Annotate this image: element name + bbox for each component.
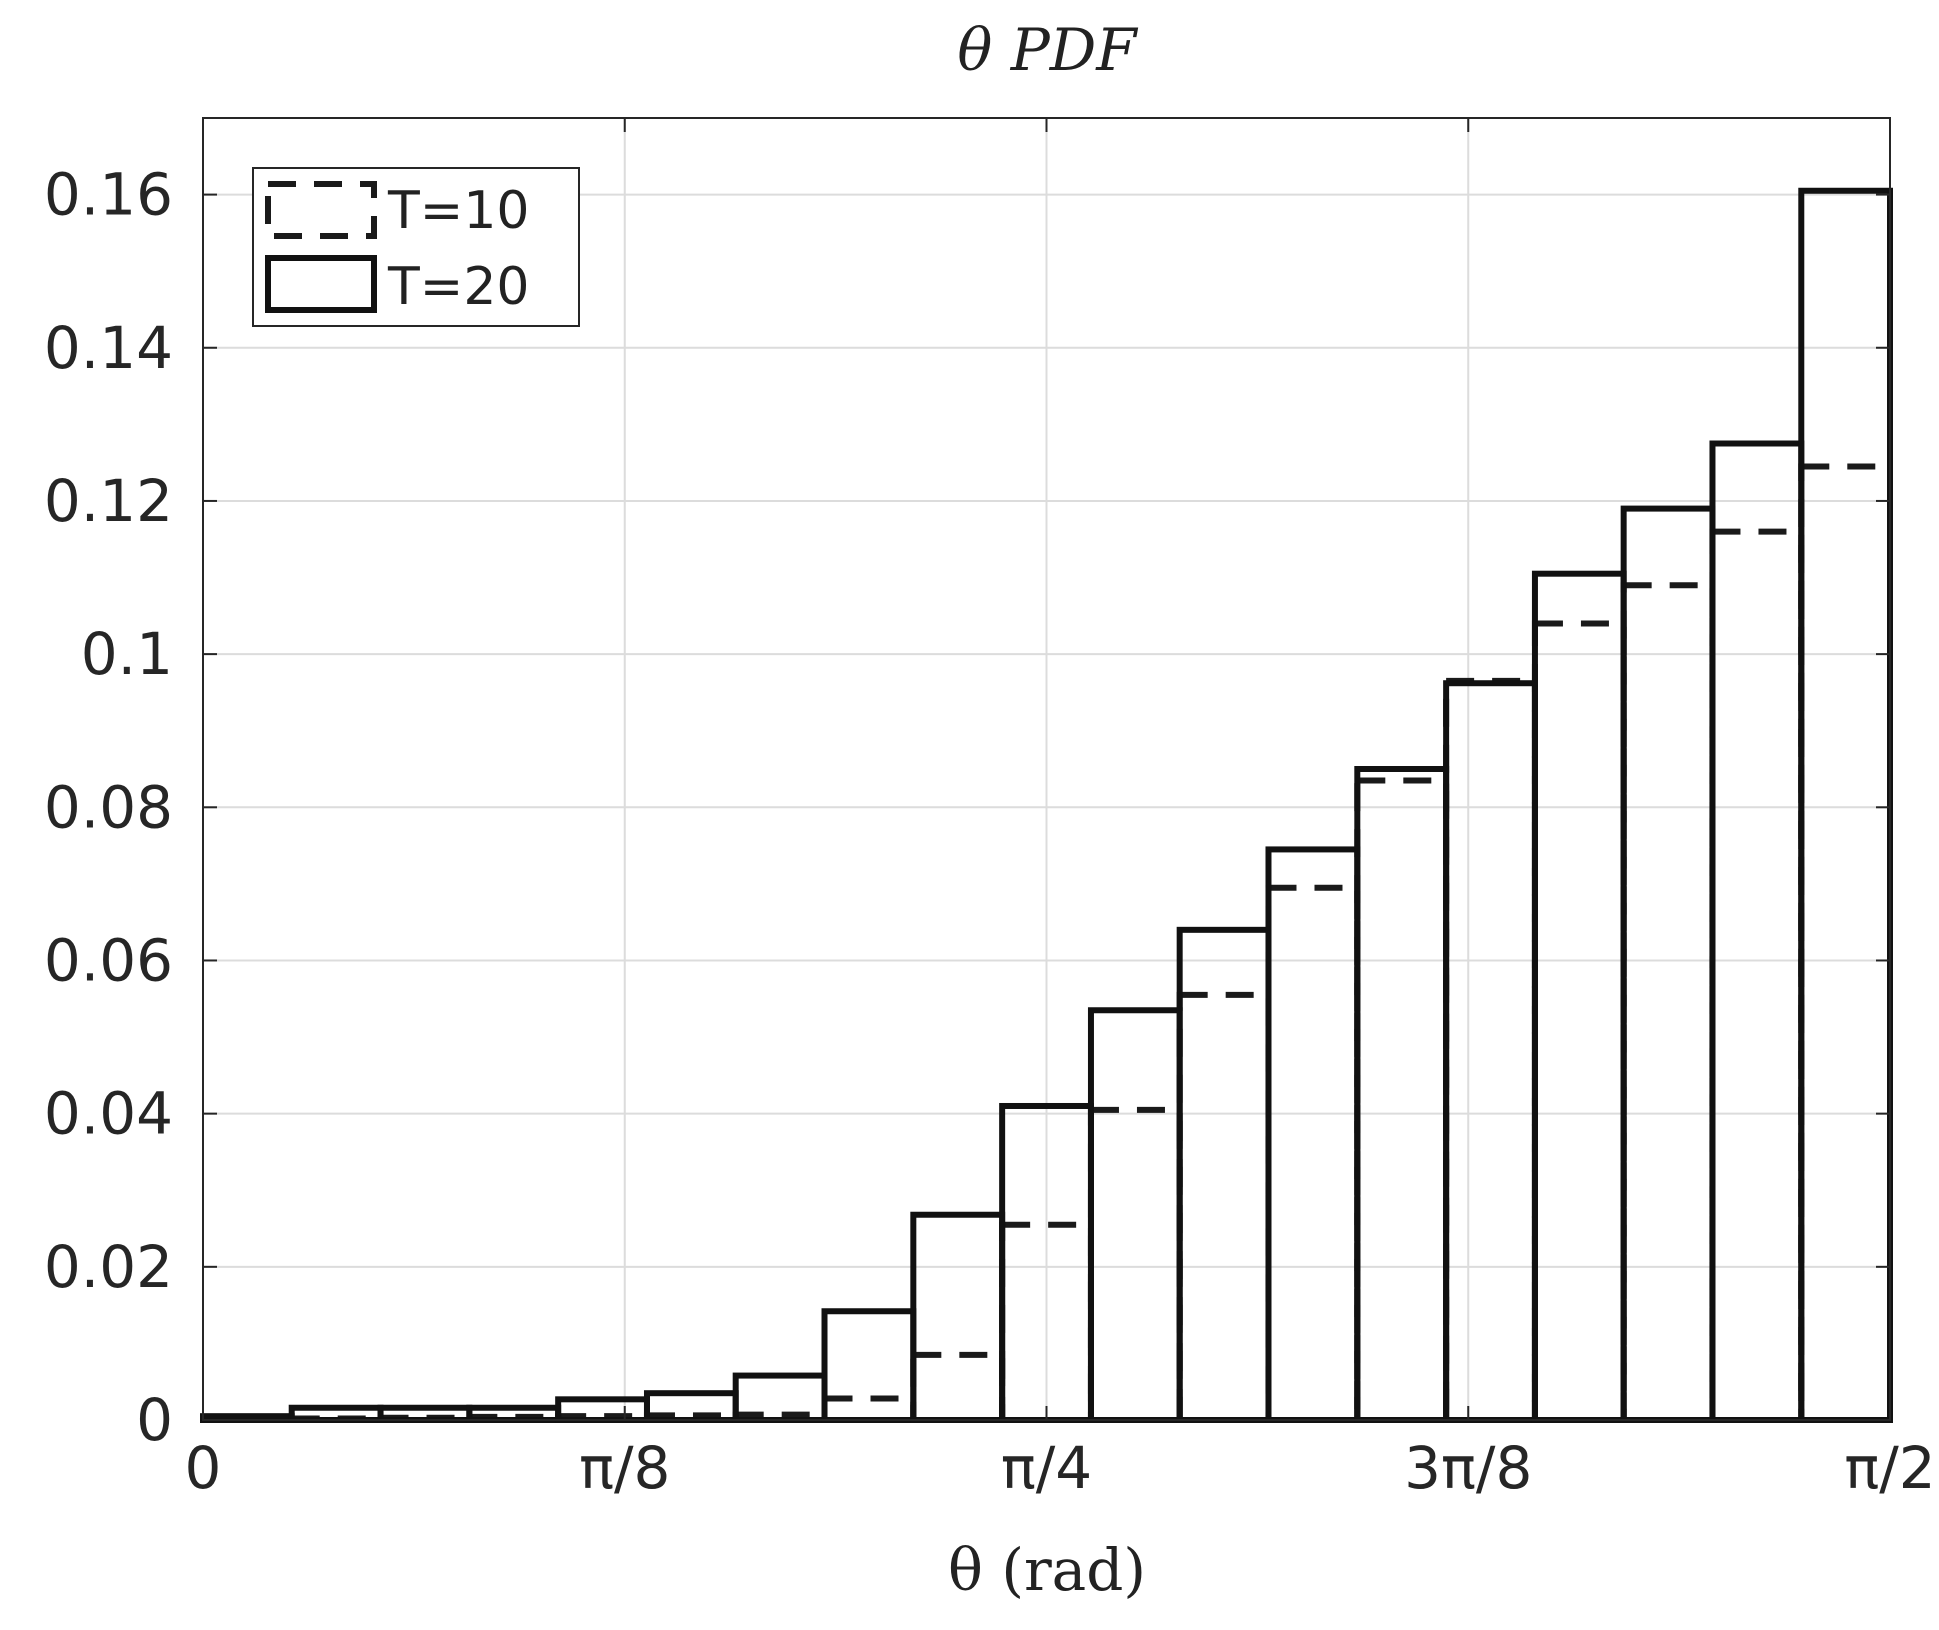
y-tick-label: 0.02 xyxy=(44,1233,173,1301)
bar-T20 xyxy=(466,1404,562,1423)
bar-T10 xyxy=(1443,677,1538,1423)
x-tick-label: 3π/8 xyxy=(1404,1434,1532,1502)
grid xyxy=(203,118,1890,1420)
y-tick-label: 0.1 xyxy=(81,620,173,688)
bar-T10 xyxy=(1620,582,1716,1423)
x-axis-label: θ (rad) xyxy=(948,1536,1146,1604)
bar-T10 xyxy=(1798,463,1894,1424)
y-tick-label: 0.12 xyxy=(44,467,173,535)
bar-T20 xyxy=(1709,440,1805,1423)
bar-T10 xyxy=(1087,1106,1183,1423)
bar-T10 xyxy=(910,1351,1006,1424)
y-tick-label: 0.06 xyxy=(44,926,173,994)
y-tick-label: 0.04 xyxy=(44,1080,173,1148)
x-axis: 0 π/8 π/4 3π/8 π/2 xyxy=(185,118,1936,1502)
bar-T20 xyxy=(1443,680,1538,1423)
bar-T20 xyxy=(1265,846,1361,1423)
y-axis: 0 0.02 0.04 0.06 0.08 0.1 0.12 0.14 0.16 xyxy=(44,161,1890,1454)
bar-T10 xyxy=(1354,777,1450,1423)
bar-T20 xyxy=(288,1404,384,1423)
x-tick-label: 0 xyxy=(185,1434,222,1502)
legend: T=10 T=20 xyxy=(252,167,580,327)
x-tick-label: π/4 xyxy=(1001,1434,1092,1502)
bar-T20 xyxy=(821,1308,917,1424)
y-tick-label: 0 xyxy=(136,1386,173,1454)
bar-T10 xyxy=(821,1395,917,1424)
y-tick-label: 0.08 xyxy=(44,773,173,841)
bar-T20 xyxy=(1176,926,1272,1423)
legend-label-T20: T=20 xyxy=(387,257,530,317)
bar-T10 xyxy=(1709,528,1805,1423)
y-tick-label: 0.16 xyxy=(44,161,173,229)
bar-T20 xyxy=(377,1404,473,1423)
x-tick-label: π/8 xyxy=(579,1434,670,1502)
bar-T20 xyxy=(1531,570,1627,1423)
bar-T20 xyxy=(910,1211,1006,1423)
legend-swatch-T10 xyxy=(265,181,377,239)
bar-T20 xyxy=(1620,505,1716,1424)
bar-T10 xyxy=(1265,884,1361,1423)
bar-T10 xyxy=(1531,620,1627,1423)
y-tick-label: 0.14 xyxy=(44,314,173,382)
bar-T20 xyxy=(1087,1007,1183,1423)
bar-T20 xyxy=(1354,766,1450,1423)
legend-swatch-T20 xyxy=(265,255,377,313)
bar-T20 xyxy=(1798,187,1894,1424)
legend-label-T10: T=10 xyxy=(387,181,530,241)
x-tick-label: π/2 xyxy=(1844,1434,1935,1502)
bar-T10 xyxy=(1176,991,1272,1423)
chart-title: θ PDF xyxy=(957,16,1138,84)
legend-box xyxy=(252,167,580,327)
